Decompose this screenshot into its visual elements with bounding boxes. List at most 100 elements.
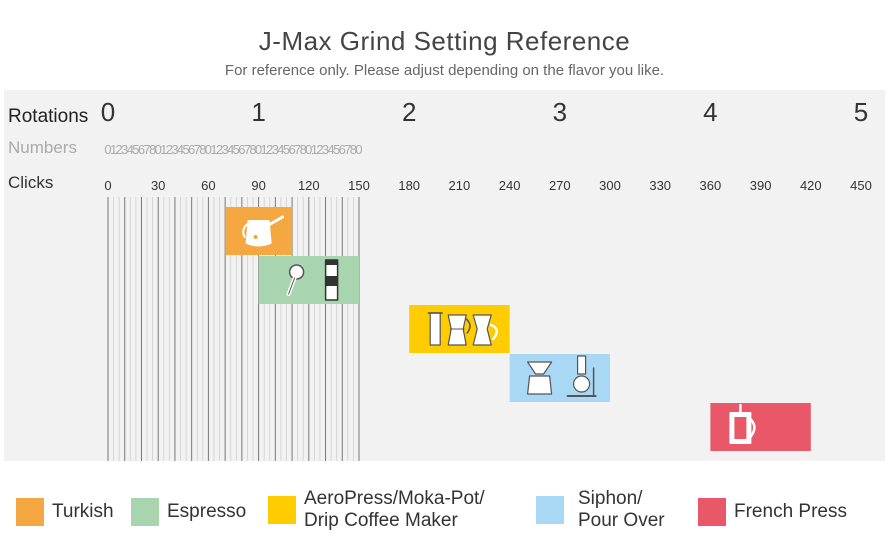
number-tick-label: 3 xyxy=(322,142,329,157)
legend-label-turkish: Turkish xyxy=(52,501,114,522)
number-tick-label: 1 xyxy=(160,142,167,157)
espresso-grinder-icon xyxy=(324,259,339,301)
rotation-tick-label: 4 xyxy=(703,97,717,127)
moka-pot-icon xyxy=(447,314,471,346)
click-tick-label: 0 xyxy=(104,178,111,193)
portafilter-icon xyxy=(286,264,305,296)
rotation-tick-label: 3 xyxy=(553,97,567,127)
click-tick-label: 210 xyxy=(449,178,471,193)
siphon-icon xyxy=(566,355,597,397)
number-tick-label: 0 xyxy=(305,142,312,157)
click-tick-label: 30 xyxy=(151,178,165,193)
number-tick-label: 4 xyxy=(127,142,134,157)
page-title: J-Max Grind Setting Reference xyxy=(258,26,631,56)
click-tick-label: 360 xyxy=(700,178,722,193)
number-tick-label: 1 xyxy=(110,142,117,157)
legend-item-turkish: Turkish xyxy=(16,498,114,526)
chart-panel xyxy=(4,90,885,461)
click-tick-labels: 0 30 60 90 120 150 180 210 240 270 300 330 360 390 420… xyxy=(104,178,871,193)
number-tick-label: 2 xyxy=(216,142,223,157)
number-tick-label: 2 xyxy=(166,142,173,157)
number-tick-label: 5 xyxy=(233,142,240,157)
number-tick-label: 3 xyxy=(171,142,178,157)
legend-item-aero: AeroPress/Moka-Pot/ Drip Coffee Maker xyxy=(268,488,485,532)
range-bar-french-press xyxy=(710,403,811,451)
rotation-tick-labels: 0 1 2 3 4 5 xyxy=(101,97,868,127)
rotation-tick-label: 5 xyxy=(854,97,868,127)
number-tick-label: 5 xyxy=(333,142,340,157)
number-tick-label: 4 xyxy=(177,142,184,157)
number-tick-label: 0 xyxy=(104,142,111,157)
rotation-tick-label: 0 xyxy=(101,97,115,127)
click-tick-label: 300 xyxy=(599,178,621,193)
range-bar-espresso xyxy=(258,256,359,304)
turkish-pot-icon xyxy=(242,215,285,247)
legend-item-french: French Press xyxy=(698,498,847,526)
legend-swatch-espresso xyxy=(131,498,159,526)
rotations-row-label: Rotations xyxy=(8,106,89,127)
number-tick-label: 4 xyxy=(327,142,334,157)
legend-swatch-turkish xyxy=(16,498,44,526)
number-tick-label: 7 xyxy=(143,142,150,157)
number-tick-label: 8 xyxy=(199,142,206,157)
number-tick-label: 2 xyxy=(316,142,323,157)
number-tick-label: 3 xyxy=(222,142,229,157)
number-tick-label: 5 xyxy=(283,142,290,157)
click-tick-label: 330 xyxy=(649,178,671,193)
number-tick-label: 5 xyxy=(132,142,139,157)
number-tick-labels: 0123456780123456780123456780123456780123… xyxy=(104,142,362,157)
numbers-row-label: Numbers xyxy=(8,138,77,157)
drip-maker-icon xyxy=(472,314,498,346)
click-tick-label: 90 xyxy=(251,178,265,193)
number-tick-label: 7 xyxy=(244,142,251,157)
number-tick-label: 1 xyxy=(210,142,217,157)
click-tick-label: 60 xyxy=(201,178,215,193)
number-tick-label: 3 xyxy=(272,142,279,157)
legend-item-siphon: Siphon/ Pour Over xyxy=(536,488,665,532)
legend-item-espresso: Espresso xyxy=(131,498,246,526)
number-tick-label: 2 xyxy=(266,142,273,157)
number-tick-label: 0 xyxy=(205,142,212,157)
click-tick-label: 390 xyxy=(750,178,772,193)
legend-swatch-aero xyxy=(268,496,296,524)
legend-swatch-french xyxy=(698,498,726,526)
number-tick-label: 7 xyxy=(194,142,201,157)
click-tick-label: 180 xyxy=(398,178,420,193)
range-bar-siphon xyxy=(509,354,610,402)
range-icons xyxy=(242,215,756,444)
legend-label-french: French Press xyxy=(734,501,847,522)
rotation-tick-label: 1 xyxy=(251,97,265,127)
number-tick-label: 8 xyxy=(300,142,307,157)
click-tick-label: 450 xyxy=(850,178,872,193)
rotation-tick-label: 2 xyxy=(402,97,416,127)
number-tick-label: 0 xyxy=(255,142,262,157)
pour-over-icon xyxy=(526,361,553,395)
number-tick-label: 7 xyxy=(344,142,351,157)
click-tick-label: 420 xyxy=(800,178,822,193)
number-tick-label: 6 xyxy=(238,142,245,157)
number-tick-label: 8 xyxy=(350,142,357,157)
legend: Turkish Espresso AeroPress/Moka-Pot/ Dri… xyxy=(0,486,889,546)
number-tick-label: 1 xyxy=(311,142,318,157)
number-tick-label: 4 xyxy=(227,142,234,157)
number-tick-label: 1 xyxy=(261,142,268,157)
french-press-icon xyxy=(729,403,756,444)
number-tick-label: 4 xyxy=(277,142,284,157)
legend-label-aero-line2: Drip Coffee Maker xyxy=(304,510,458,531)
number-tick-label: 6 xyxy=(188,142,195,157)
click-tick-label: 120 xyxy=(298,178,320,193)
number-tick-label: 2 xyxy=(116,142,123,157)
number-tick-label: 6 xyxy=(339,142,346,157)
clicks-row-label: Clicks xyxy=(8,173,54,192)
page-subtitle: For reference only. Please adjust depend… xyxy=(224,62,665,79)
aeropress-icon xyxy=(427,312,443,346)
number-tick-label: 0 xyxy=(355,142,362,157)
number-tick-label: 3 xyxy=(121,142,128,157)
number-tick-label: 7 xyxy=(294,142,301,157)
legend-label-espresso: Espresso xyxy=(167,501,247,522)
number-tick-label: 8 xyxy=(149,142,156,157)
click-tick-label: 150 xyxy=(348,178,370,193)
number-tick-label: 6 xyxy=(288,142,295,157)
legend-label-aero-line1: AeroPress/Moka-Pot/ xyxy=(304,488,485,509)
legend-label-siphon-line2: Pour Over xyxy=(578,510,665,531)
